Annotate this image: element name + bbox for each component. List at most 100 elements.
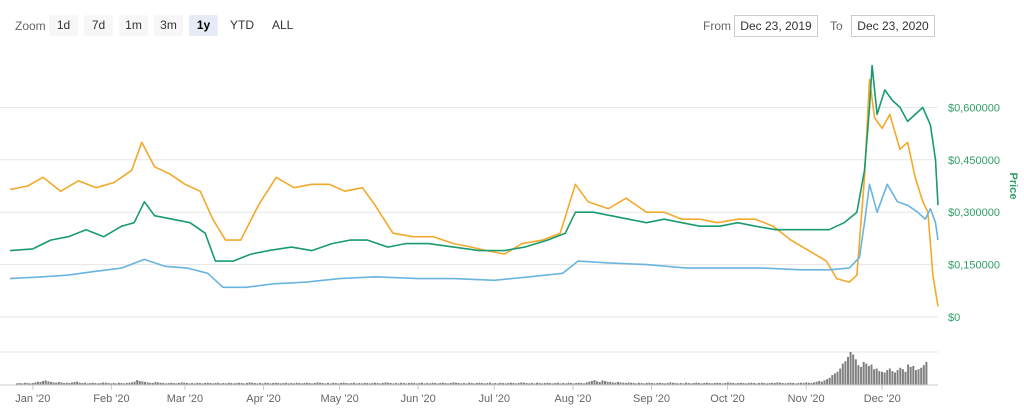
from-date-input[interactable]: Dec 23, 2019: [734, 15, 818, 37]
volume-bar: [685, 382, 687, 385]
volume-bar: [434, 383, 437, 385]
volume-bar: [146, 382, 149, 385]
zoom-button-1d[interactable]: 1d: [49, 15, 78, 36]
volume-bar: [881, 371, 883, 385]
volume-bar: [813, 382, 815, 385]
volume-bar: [94, 383, 97, 385]
volume-bar: [747, 383, 750, 385]
volume-bar: [196, 382, 199, 385]
volume-bar: [290, 383, 293, 385]
volume-bar: [107, 383, 110, 385]
volume-bar: [298, 383, 301, 385]
volume-bar: [559, 383, 562, 386]
volume-bar: [873, 369, 876, 385]
volume-bar: [598, 382, 601, 385]
volume-bar: [515, 383, 518, 386]
volume-bar: [374, 382, 376, 385]
volume-bar: [904, 371, 907, 385]
volume-bar: [666, 383, 669, 385]
zoom-button-7d[interactable]: 7d: [84, 15, 113, 36]
volume-bar: [81, 383, 84, 385]
volume-bar: [303, 383, 306, 385]
volume-bar: [240, 383, 243, 385]
zoom-button-1m[interactable]: 1m: [119, 15, 148, 36]
volume-bar: [601, 380, 604, 385]
volume-bar: [198, 383, 201, 385]
volume-bar: [410, 382, 413, 385]
zoom-button-ytd[interactable]: YTD: [230, 18, 254, 32]
volume-bar: [44, 380, 47, 385]
volume-bar: [648, 382, 651, 385]
volume-bar: [909, 366, 912, 386]
volume-bar: [619, 382, 622, 385]
volume-bar: [397, 383, 400, 386]
volume-bar: [436, 383, 439, 386]
series-line-green[interactable]: [9, 64, 939, 262]
to-label: To: [830, 19, 843, 33]
volume-bar: [157, 382, 160, 385]
volume-bar: [528, 383, 531, 386]
volume-bar: [870, 364, 873, 385]
volume-bar: [583, 383, 586, 386]
volume-bar: [512, 383, 515, 385]
zoom-button-3m[interactable]: 3m: [154, 15, 183, 36]
volume-bar: [235, 383, 238, 385]
volume-bar: [507, 383, 510, 385]
volume-bar: [878, 371, 881, 385]
volume-bar: [306, 382, 309, 385]
volume-bar: [172, 383, 175, 385]
volume-bar: [125, 383, 128, 385]
volume-bar: [651, 383, 653, 385]
volume-bar: [536, 382, 538, 385]
volume-bar: [405, 383, 408, 386]
volume-bar: [50, 382, 52, 385]
volume-bar: [520, 382, 523, 385]
volume-bar: [481, 383, 484, 385]
volume-bar: [243, 383, 246, 386]
volume-bar: [86, 383, 89, 386]
volume-bar: [530, 383, 533, 385]
volume-bar: [489, 382, 491, 385]
volume-bar: [883, 372, 886, 385]
volume-bar: [920, 367, 923, 385]
volume-bar: [217, 382, 220, 385]
volume-bar: [212, 383, 214, 386]
volume-bar: [144, 382, 146, 385]
volume-bar: [826, 379, 829, 385]
to-date-input[interactable]: Dec 23, 2020: [851, 15, 935, 37]
volume-bar: [178, 383, 180, 385]
volume-bar: [658, 382, 661, 385]
volume-bar: [246, 383, 248, 385]
zoom-button-group: 1d 7d 1m 3m 1y YTD ALL: [49, 15, 299, 36]
volume-bar: [483, 383, 486, 386]
volume-bar: [700, 383, 703, 386]
zoom-button-all[interactable]: ALL: [272, 18, 294, 32]
volume-bar: [76, 381, 79, 385]
volume-bar: [83, 382, 86, 385]
series-line-blue[interactable]: [9, 183, 939, 289]
volume-bar: [802, 383, 805, 385]
volume-bar: [418, 383, 421, 385]
volume-bar: [627, 382, 630, 385]
volume-bar: [136, 380, 139, 386]
x-tick-label: May '20: [321, 393, 359, 405]
volume-bar: [371, 383, 374, 385]
volume-bar: [180, 382, 183, 385]
volume-bar: [65, 382, 68, 385]
volume-bar: [674, 383, 677, 385]
volume-bar: [332, 382, 335, 385]
volume-bar: [89, 383, 92, 385]
volume-bar: [896, 370, 899, 385]
volume-bar: [214, 383, 217, 385]
volume-bar: [907, 364, 910, 385]
volume-bar: [781, 383, 784, 385]
volume-bar: [624, 383, 627, 385]
volume-bar: [269, 383, 272, 386]
zoom-button-1y[interactable]: 1y: [189, 15, 218, 36]
series-line-orange[interactable]: [9, 78, 939, 307]
volume-bar: [766, 383, 768, 386]
volume-bar: [771, 382, 774, 385]
volume-bar: [112, 383, 115, 385]
volume-bar: [248, 382, 251, 385]
